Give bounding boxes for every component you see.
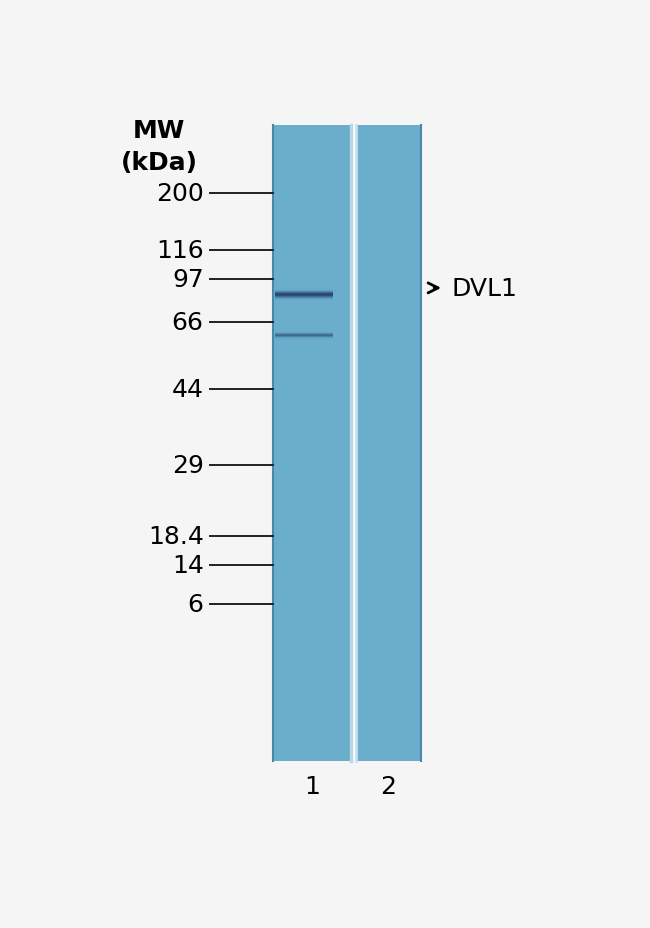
Text: 97: 97 <box>172 267 203 291</box>
Text: 200: 200 <box>156 182 203 205</box>
Text: 2: 2 <box>380 775 396 799</box>
Text: MW: MW <box>133 119 185 143</box>
Text: 1: 1 <box>304 775 320 799</box>
Text: (kDa): (kDa) <box>121 150 198 174</box>
Text: DVL1: DVL1 <box>452 277 517 301</box>
Text: 66: 66 <box>172 310 203 334</box>
Text: 18.4: 18.4 <box>148 524 203 548</box>
Text: 116: 116 <box>156 238 203 263</box>
Text: 29: 29 <box>172 453 203 477</box>
Text: 14: 14 <box>172 553 203 577</box>
Text: 6: 6 <box>188 592 203 616</box>
Bar <box>273 125 351 762</box>
Bar <box>351 125 356 762</box>
Bar <box>356 125 421 762</box>
Text: 44: 44 <box>172 378 203 402</box>
